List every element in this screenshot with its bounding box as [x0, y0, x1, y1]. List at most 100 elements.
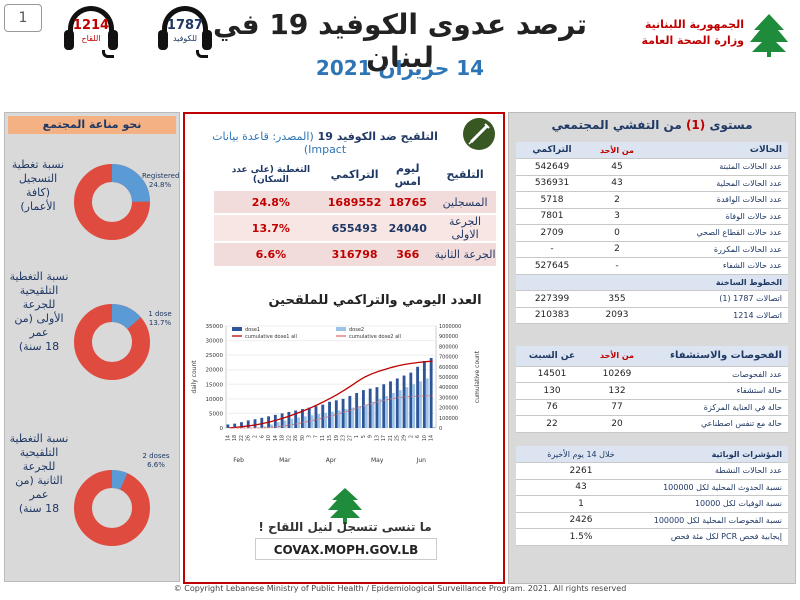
cell-since-sunday: - [588, 257, 646, 275]
y-tick-label: 0 [220, 426, 224, 432]
dose1-bar [226, 424, 230, 428]
cell-since-sunday: 2093 [588, 307, 646, 324]
x-tick-label: 15 [327, 435, 333, 441]
outbreak-level-title: مستوى (1) من التفشي المجتمعي [551, 118, 753, 132]
x-tick-label: 27 [347, 435, 353, 441]
table-row: عدد حالات الوفاة 3 7801 [516, 208, 788, 225]
dose2-bar [432, 426, 436, 428]
month-label: Apr [326, 457, 337, 464]
dose1-bar [348, 395, 352, 428]
vaccination-table: التلقيح ليوم امس التراكمي التغطية (على ع… [214, 160, 496, 266]
covax-registration-link[interactable]: COVAX.MOPH.GOV.LB [255, 538, 437, 560]
ministry-logo: الجمهورية اللبنانية وزارة الصحة العامة [640, 8, 790, 68]
table-row: عدد الحالات المحلية 43 536931 [516, 175, 788, 192]
donut-2-tag: 1 dose 13.7% [148, 310, 172, 327]
dose2-bar [364, 404, 368, 428]
dose1-bar [240, 422, 243, 428]
epi-title: المؤشرات الوبائية [646, 446, 788, 463]
y2-tick-label: 200000 [439, 406, 458, 412]
logo-line-1: الجمهورية اللبنانية [644, 18, 744, 31]
cell-value: 1 [516, 495, 646, 513]
cell-since-sunday: 2 [588, 191, 646, 209]
row-label: الجرعة الثانية [434, 241, 496, 266]
dose1-bar [389, 381, 392, 428]
daily-cumulative-vaccination-chart: 0 5000 10000 15000 20000 25000 30000 35000 0 1000… [191, 324, 481, 464]
row-label: المسجلين [434, 189, 496, 214]
logo-line-2: وزارة الصحة العامة [641, 34, 745, 47]
cell-cumulative: 1689552 [327, 189, 382, 214]
x-tick-label: 14 [225, 435, 231, 441]
cell-cumulative: 536931 [516, 175, 588, 192]
cell-since-sunday: 10269 [588, 366, 646, 383]
dose1-bar [301, 409, 304, 428]
dose1-bar [375, 387, 379, 428]
x-tick-label: 9 [368, 435, 374, 438]
cell-since-sunday: 77 [588, 399, 646, 416]
cell-cumulative: 316798 [327, 241, 382, 266]
table-row: إيجابية فحص PCR لكل مئة فحص 1.5% [516, 528, 788, 546]
x-tick-label: 6 [415, 435, 421, 438]
y-tick-label: 35000 [206, 324, 224, 330]
dose2-bar [344, 409, 348, 428]
donut-2-label: نسبة التغطية التلقيحية للجرعة الأولى (من… [9, 270, 69, 353]
vaccination-title: التلقيح ضد الكوفيد 19 (المصدر: قاعدة بيا… [212, 130, 438, 156]
cell-value: 2426 [516, 512, 646, 529]
dose1-bar [341, 398, 345, 428]
table-row: عدد الحالات المكررة 2- [516, 241, 788, 258]
cedar-icon [750, 14, 788, 57]
cell-cumulative: 210383 [516, 307, 588, 324]
row-label: عدد حالات الشفاء [646, 257, 788, 275]
cell-since-sunday: 20 [588, 415, 646, 433]
dose1-bar [233, 423, 237, 428]
dose1-bar [321, 404, 325, 428]
column-header: التراكمي [327, 160, 382, 191]
dose1-bar [246, 420, 250, 428]
table-row: عدد الحالات المثبتة 45 542649 [516, 158, 788, 176]
table-row: نسبة الفحوصات المحلية لكل 100000 2426 [516, 512, 788, 529]
dose1-bar [307, 407, 311, 428]
x-tick-label: 10 [422, 435, 428, 441]
dose2-bar [337, 410, 341, 428]
dose2-bar [290, 418, 294, 428]
table-row: حالة مع تنفس اصطناعي 20 22 [516, 415, 788, 433]
row-label: نسبة الوفيات لكل 10000 [646, 495, 788, 513]
dose2-bar [283, 420, 287, 428]
x-tick-label: 18 [232, 435, 238, 441]
dose1-bar [314, 406, 318, 428]
row-label: عدد الحالات النشطة [646, 462, 788, 480]
dose2-bar [419, 381, 422, 428]
vaccine-hotline-label: اللقاح [81, 34, 101, 43]
table-section-row: الخطوط الساخنة [516, 274, 788, 291]
table-row: عدد الحالات الوافدة 2 5718 [516, 191, 788, 209]
column-header: التراكمي [516, 142, 588, 159]
dose1-bar [409, 372, 413, 428]
dose1-bar [294, 410, 298, 428]
month-label: May [371, 457, 384, 464]
x-tick-label: 1 [354, 435, 360, 438]
x-tick-label: 17 [381, 435, 387, 441]
covid-hotline-number: 1787 [166, 18, 204, 33]
x-tick-label: 23 [341, 435, 347, 441]
cell-since-sunday: 132 [588, 382, 646, 400]
y2-tick-label: 1000000 [439, 324, 461, 330]
legend-label: dose2 [349, 327, 364, 333]
column-header: من الأحد [588, 346, 646, 367]
x-tick-label: 10 [266, 435, 272, 441]
epi-subtitle: خلال 14 يوم الأخيرة [516, 446, 646, 463]
dose2-bar [269, 424, 273, 428]
cell-since-sunday: 2 [588, 241, 646, 258]
dose2-bar [405, 387, 409, 428]
cell-value: 1.5% [516, 528, 646, 546]
table-header-row: الحالات من الأحد التراكمي [516, 142, 788, 159]
dose1-bar [355, 393, 359, 428]
cases-table: الحالات من الأحد التراكمي عدد الحالات ال… [516, 142, 788, 324]
dose2-bar [297, 417, 300, 428]
y-tick-label: 15000 [206, 382, 224, 388]
cell-since-sunday: 3 [588, 208, 646, 225]
dose2-bar [371, 401, 375, 428]
legend-swatch [232, 327, 242, 331]
row-label: نسبة الحدوث المحلية لكل 100000 [646, 479, 788, 496]
x-tick-label: 2 [252, 435, 258, 438]
register-reminder-text: ما تنسى تتسجل لنيل اللقاح ! [258, 520, 432, 534]
row-label: الجرعة الاولى [434, 213, 496, 242]
